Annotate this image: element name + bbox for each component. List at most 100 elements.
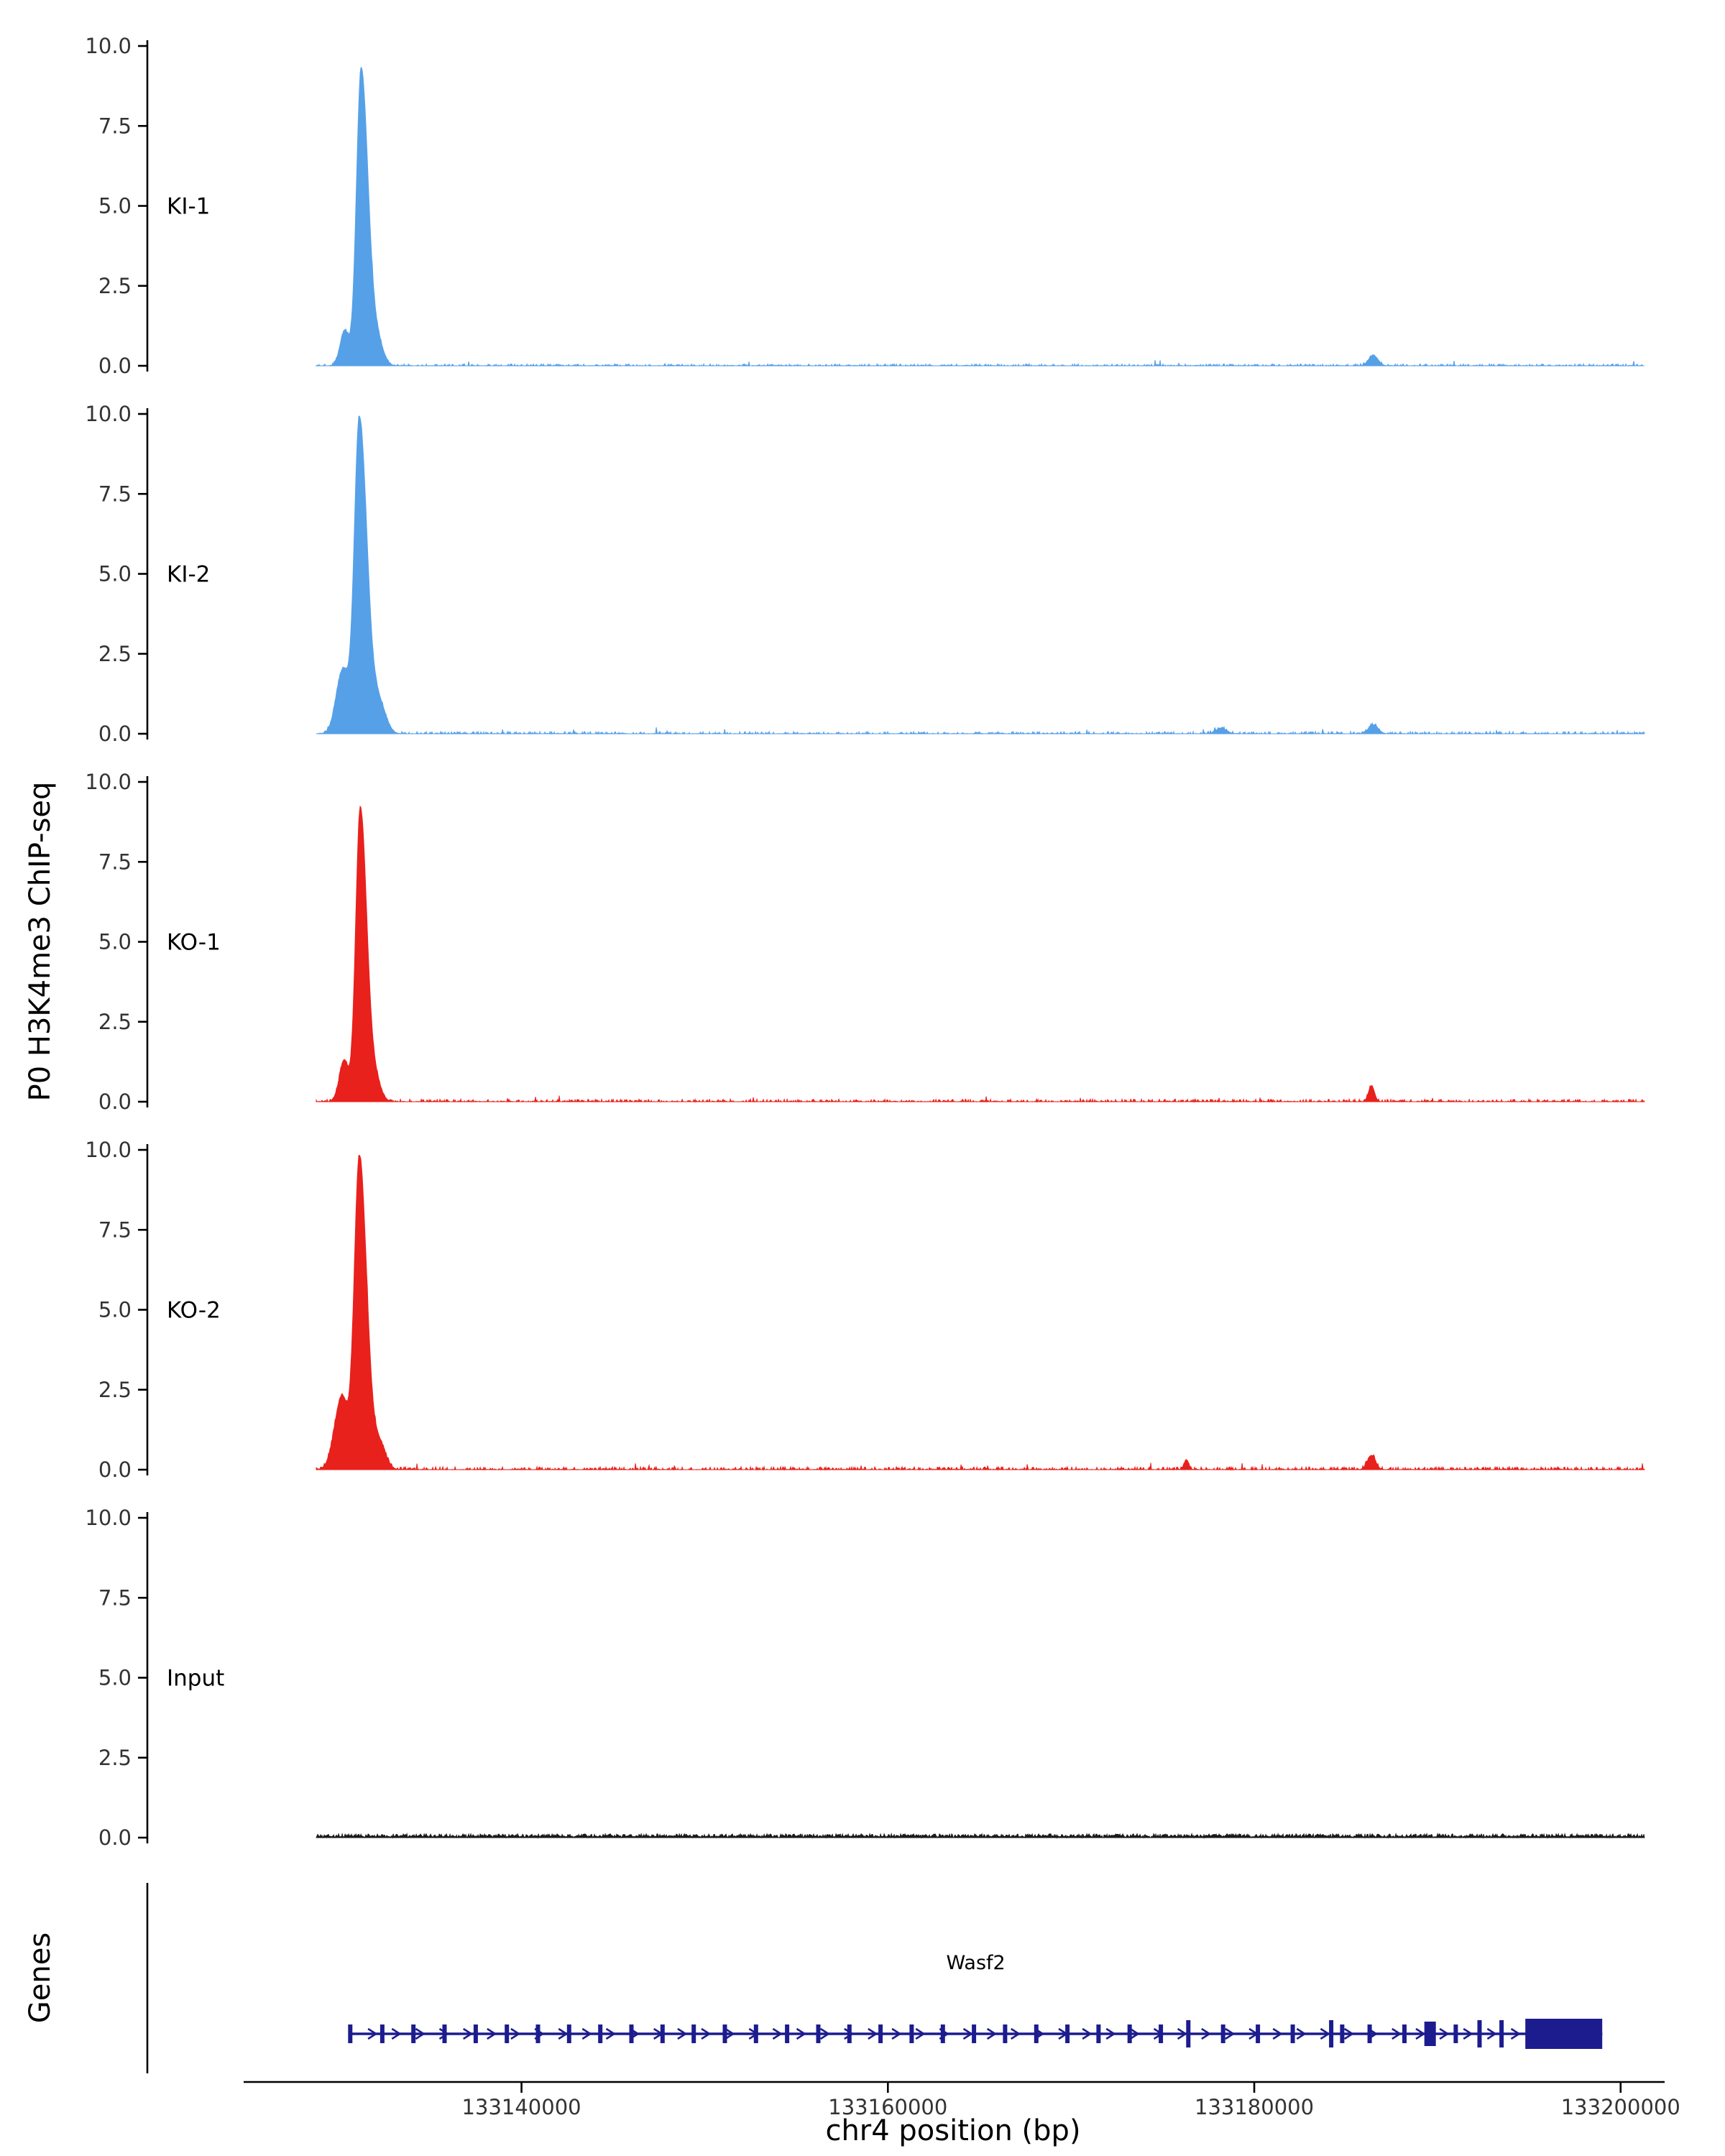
exon-mark — [411, 2024, 416, 2043]
track-name-label: Input — [167, 1666, 224, 1692]
exon-mark — [505, 2024, 510, 2043]
x-tick-label: 133180000 — [1195, 2095, 1314, 2119]
x-axis-title: chr4 position (bp) — [825, 2114, 1081, 2147]
exon-mark — [1424, 2022, 1436, 2046]
y-tick-label: 0.0 — [98, 722, 132, 746]
signal-area-KO-2 — [316, 1154, 1645, 1471]
x-axis: 133140000 133160000 133180000 133200000 — [244, 2081, 1680, 2119]
y-tick-label: 7.5 — [98, 849, 132, 874]
exon-mark — [348, 2024, 353, 2043]
x-tick-label: 133200000 — [1561, 2095, 1680, 2119]
track-Input: 0.0 2.5 5.0 7.5 10.0 Input — [85, 1506, 1645, 1850]
strand-arrow-icon — [1105, 2027, 1116, 2040]
strand-arrow-icon — [1201, 2027, 1212, 2040]
exon-mark — [753, 2024, 758, 2043]
y-tick-label: 7.5 — [98, 114, 132, 138]
exon-mark — [847, 2024, 852, 2043]
y-tick-label: 2.5 — [98, 642, 132, 666]
y-tick-label: 2.5 — [98, 274, 132, 298]
strand-arrow-icon — [1177, 2027, 1188, 2040]
signal-area-KI-1 — [315, 67, 1644, 367]
exon-mark — [1499, 2020, 1504, 2047]
exon-mark — [1290, 2024, 1295, 2043]
strand-arrow-icon — [1225, 2027, 1236, 2040]
exon-mark — [1367, 2024, 1372, 2043]
exon-mark — [972, 2024, 977, 2043]
strand-arrow-icon — [701, 2027, 712, 2040]
strand-arrow-icon — [772, 2027, 783, 2040]
track-name-label: KI-1 — [167, 194, 210, 220]
exon-mark — [1402, 2024, 1407, 2043]
y-tick-label: 5.0 — [98, 930, 132, 954]
strand-arrow-icon — [605, 2027, 616, 2040]
exon-mark — [598, 2024, 603, 2043]
strand-arrow-icon — [1510, 2027, 1521, 2040]
exon-mark — [1034, 2024, 1039, 2043]
y-tick-label: 0.0 — [98, 354, 132, 378]
strand-arrow-icon — [844, 2027, 855, 2040]
y-tick-label: 0.0 — [98, 1457, 132, 1482]
y-tick-label: 5.0 — [98, 194, 132, 218]
strand-arrow-icon — [438, 2027, 449, 2040]
exon-mark — [1186, 2020, 1191, 2047]
strand-arrow-icon — [1486, 2027, 1497, 2040]
y-tick-label: 5.0 — [98, 562, 132, 586]
exon-mark — [535, 2024, 540, 2043]
y-tick-label: 7.5 — [98, 1217, 132, 1242]
exon-mark — [442, 2024, 447, 2043]
y-tick-label: 7.5 — [98, 1585, 132, 1610]
exon-mark — [691, 2024, 696, 2043]
exon-mark — [1065, 2024, 1070, 2043]
y-tick-label: 10.0 — [85, 1506, 132, 1530]
strand-arrow-icon — [1082, 2027, 1092, 2040]
strand-arrow-icon — [962, 2027, 973, 2040]
y-tick-label: 7.5 — [98, 482, 132, 506]
track-name-label: KO-1 — [167, 930, 221, 956]
strand-arrow-icon — [820, 2027, 831, 2040]
x-tick-label: 133140000 — [462, 2095, 581, 2119]
strand-arrow-icon — [1129, 2027, 1140, 2040]
strand-arrow-icon — [510, 2027, 521, 2040]
exon-mark — [1096, 2024, 1101, 2043]
y-axis-label: P0 H3K4me3 ChIP-seq — [24, 781, 57, 1102]
strand-arrow-icon — [463, 2027, 474, 2040]
exon-mark — [1256, 2024, 1261, 2043]
strand-arrow-icon — [581, 2027, 592, 2040]
gene-thick-block — [1525, 2019, 1603, 2049]
y-tick-label: 2.5 — [98, 1746, 132, 1770]
track-name-label: KI-2 — [167, 562, 210, 588]
exon-mark — [940, 2024, 945, 2043]
y-tick-label: 5.0 — [98, 1298, 132, 1322]
exon-mark — [1159, 2024, 1164, 2043]
y-tick-label: 2.5 — [98, 1010, 132, 1034]
genes-panel: Wasf2 — [146, 1883, 1603, 2073]
signal-area-KO-1 — [316, 805, 1645, 1103]
exon-mark — [1127, 2024, 1132, 2043]
track-KI-2: 0.0 2.5 5.0 7.5 10.0 KI-2 — [85, 402, 1645, 746]
y-tick-label: 10.0 — [85, 34, 132, 58]
strand-arrow-icon — [1415, 2027, 1426, 2040]
exon-mark — [473, 2024, 478, 2043]
exon-mark — [1220, 2024, 1225, 2043]
exon-mark — [785, 2024, 790, 2043]
y-tick-label: 0.0 — [98, 1825, 132, 1850]
strand-arrow-icon — [724, 2027, 735, 2040]
exon-mark — [566, 2024, 571, 2043]
strand-arrow-icon — [1011, 2027, 1021, 2040]
track-KO-2: 0.0 2.5 5.0 7.5 10.0 KO-2 — [85, 1138, 1645, 1482]
strand-arrow-icon — [1296, 2027, 1307, 2040]
exon-mark — [816, 2024, 821, 2043]
track-KI-1: 0.0 2.5 5.0 7.5 10.0 KI-1 — [85, 34, 1644, 378]
y-tick-label: 5.0 — [98, 1666, 132, 1690]
strand-arrow-icon — [1463, 2027, 1473, 2040]
exon-mark — [1340, 2024, 1345, 2043]
genes-panel-label: Genes — [24, 1932, 57, 2024]
x-tick-label: 133160000 — [828, 2095, 947, 2119]
strand-arrow-icon — [677, 2027, 688, 2040]
signal-area-Input — [316, 1832, 1645, 1839]
strand-arrow-icon — [558, 2027, 569, 2040]
strand-arrow-icon — [1272, 2027, 1283, 2040]
strand-arrow-icon — [1343, 2027, 1355, 2040]
